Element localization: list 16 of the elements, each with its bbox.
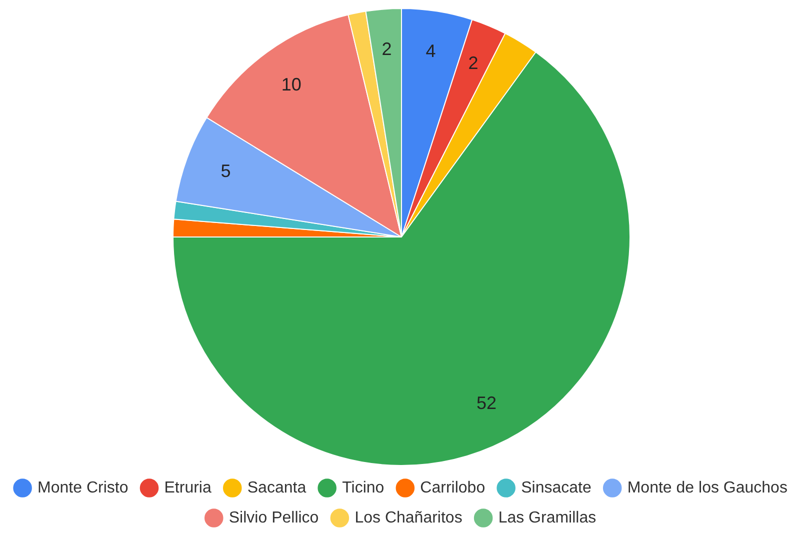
legend-label: Ticino — [342, 479, 384, 496]
legend-label: Monte Cristo — [38, 479, 128, 496]
legend-label: Carrilobo — [420, 479, 486, 496]
data-label: 52 — [476, 392, 497, 413]
data-label: 4 — [426, 40, 436, 61]
data-label: 2 — [382, 39, 392, 60]
legend-label: Monte de los Gauchos — [627, 479, 788, 496]
legend-label: Etruria — [164, 479, 212, 496]
data-label: 5 — [220, 161, 231, 182]
legend-label: Las Gramillas — [498, 509, 596, 526]
data-label: 2 — [468, 52, 478, 73]
legend-label: Sacanta — [247, 479, 306, 496]
legend-label: Los Chañaritos — [354, 509, 462, 526]
legend-label: Sinsacate — [521, 479, 592, 496]
data-label: 10 — [281, 74, 302, 94]
legend-label: Silvio Pellico — [228, 509, 319, 526]
